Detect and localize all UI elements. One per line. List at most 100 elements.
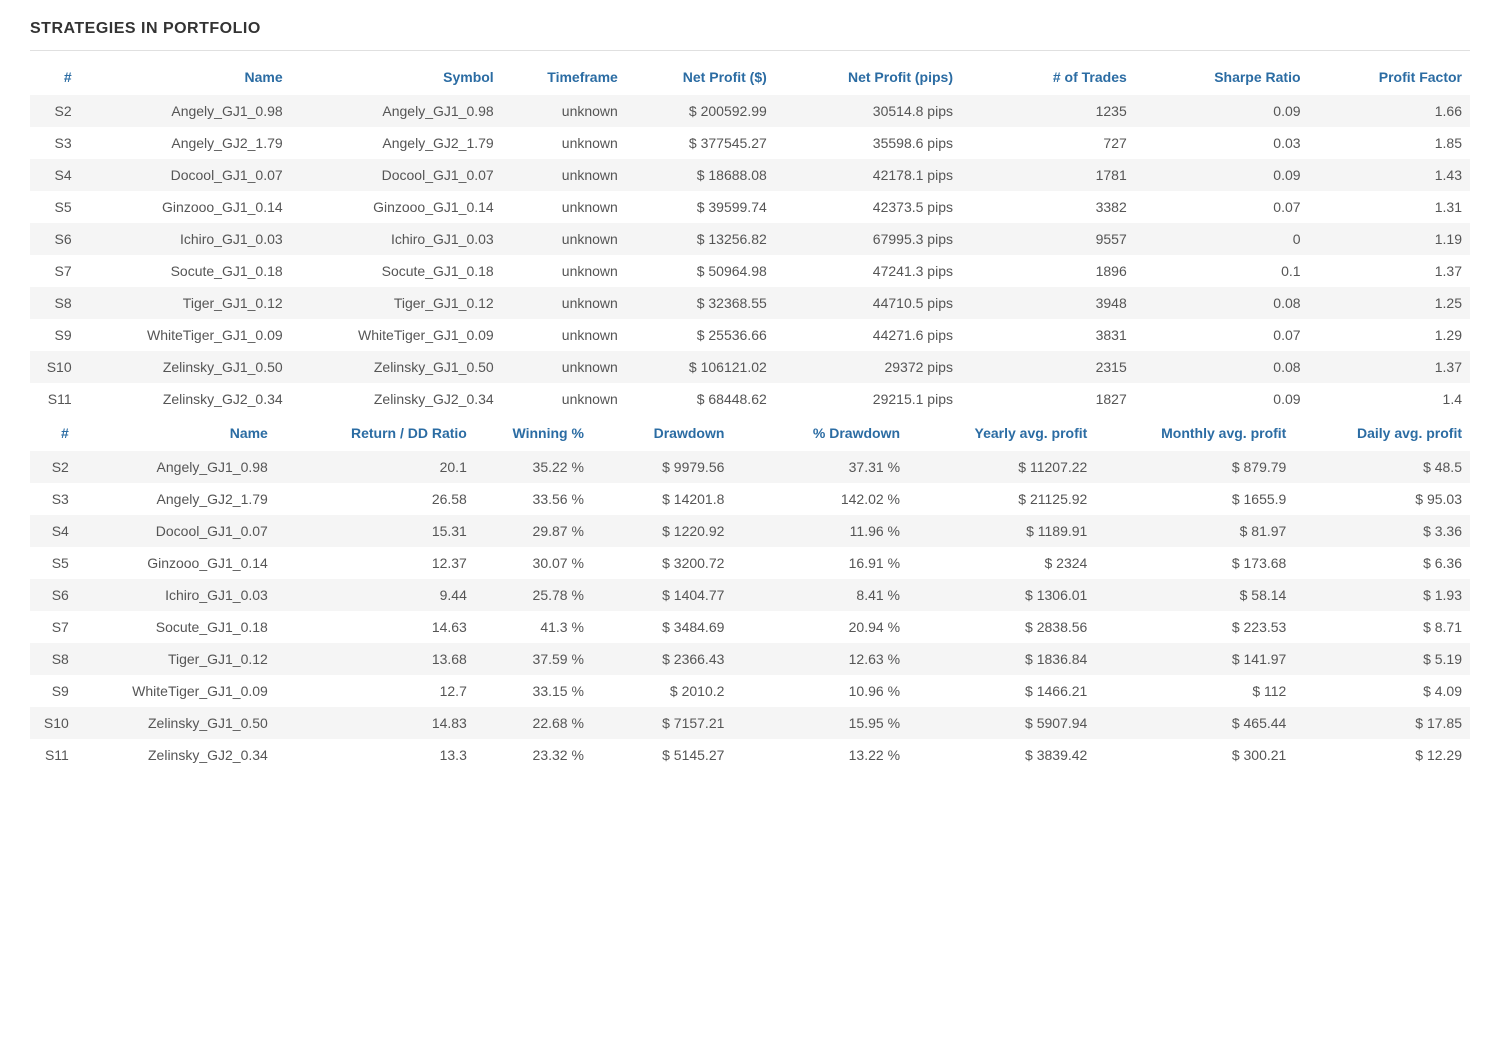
cell-winning: 33.15 % <box>475 675 592 707</box>
cell-yearly: $ 2324 <box>908 547 1095 579</box>
cell-name: Ginzooo_GJ1_0.14 <box>80 191 291 223</box>
cell-profit_factor: 1.31 <box>1309 191 1470 223</box>
col-header-net-profit-pips[interactable]: Net Profit (pips) <box>775 59 961 95</box>
cell-trades: 9557 <box>961 223 1135 255</box>
cell-profit_factor: 1.85 <box>1309 127 1470 159</box>
cell-monthly: $ 173.68 <box>1095 547 1294 579</box>
cell-return_dd: 13.3 <box>276 739 475 771</box>
cell-name: Tiger_GJ1_0.12 <box>77 643 276 675</box>
cell-winning: 23.32 % <box>475 739 592 771</box>
cell-winning: 33.56 % <box>475 483 592 515</box>
cell-monthly: $ 300.21 <box>1095 739 1294 771</box>
cell-net_profit_pips: 29215.1 pips <box>775 383 961 415</box>
cell-profit_factor: 1.19 <box>1309 223 1470 255</box>
cell-monthly: $ 1655.9 <box>1095 483 1294 515</box>
cell-net_profit_pips: 29372 pips <box>775 351 961 383</box>
col-header-idx[interactable]: # <box>30 59 80 95</box>
cell-monthly: $ 141.97 <box>1095 643 1294 675</box>
table-row: S6Ichiro_GJ1_0.03Ichiro_GJ1_0.03unknown$… <box>30 223 1470 255</box>
cell-idx: S3 <box>30 127 80 159</box>
cell-profit_factor: 1.29 <box>1309 319 1470 351</box>
cell-symbol: Zelinsky_GJ2_0.34 <box>291 383 502 415</box>
cell-yearly: $ 3839.42 <box>908 739 1095 771</box>
cell-net_profit_usd: $ 106121.02 <box>626 351 775 383</box>
col-header-daily[interactable]: Daily avg. profit <box>1294 415 1470 451</box>
col-header-net-profit-usd[interactable]: Net Profit ($) <box>626 59 775 95</box>
cell-idx: S4 <box>30 515 77 547</box>
cell-trades: 1896 <box>961 255 1135 287</box>
cell-idx: S2 <box>30 451 77 483</box>
cell-timeframe: unknown <box>502 383 626 415</box>
cell-profit_factor: 1.37 <box>1309 351 1470 383</box>
cell-name: Tiger_GJ1_0.12 <box>80 287 291 319</box>
table-row: S11Zelinsky_GJ2_0.34Zelinsky_GJ2_0.34unk… <box>30 383 1470 415</box>
cell-idx: S8 <box>30 287 80 319</box>
cell-name: Ichiro_GJ1_0.03 <box>77 579 276 611</box>
cell-daily: $ 6.36 <box>1294 547 1470 579</box>
cell-sharpe: 0.08 <box>1135 287 1309 319</box>
col-header-pct-drawdown[interactable]: % Drawdown <box>732 415 908 451</box>
strategies-table-1: # Name Symbol Timeframe Net Profit ($) N… <box>30 59 1470 415</box>
cell-drawdown: $ 7157.21 <box>592 707 732 739</box>
cell-symbol: Angely_GJ2_1.79 <box>291 127 502 159</box>
col-header-idx[interactable]: # <box>30 415 77 451</box>
col-header-timeframe[interactable]: Timeframe <box>502 59 626 95</box>
cell-name: Docool_GJ1_0.07 <box>80 159 291 191</box>
cell-winning: 29.87 % <box>475 515 592 547</box>
cell-profit_factor: 1.43 <box>1309 159 1470 191</box>
col-header-monthly[interactable]: Monthly avg. profit <box>1095 415 1294 451</box>
cell-net_profit_usd: $ 18688.08 <box>626 159 775 191</box>
cell-net_profit_usd: $ 68448.62 <box>626 383 775 415</box>
cell-idx: S9 <box>30 675 77 707</box>
cell-pct_drawdown: 16.91 % <box>732 547 908 579</box>
cell-trades: 1827 <box>961 383 1135 415</box>
cell-sharpe: 0.09 <box>1135 95 1309 127</box>
cell-sharpe: 0.08 <box>1135 351 1309 383</box>
table-row: S6Ichiro_GJ1_0.039.4425.78 %$ 1404.778.4… <box>30 579 1470 611</box>
cell-daily: $ 48.5 <box>1294 451 1470 483</box>
col-header-name[interactable]: Name <box>77 415 276 451</box>
cell-net_profit_pips: 47241.3 pips <box>775 255 961 287</box>
cell-return_dd: 26.58 <box>276 483 475 515</box>
col-header-yearly[interactable]: Yearly avg. profit <box>908 415 1095 451</box>
cell-timeframe: unknown <box>502 223 626 255</box>
cell-timeframe: unknown <box>502 319 626 351</box>
cell-daily: $ 95.03 <box>1294 483 1470 515</box>
cell-name: Angely_GJ2_1.79 <box>77 483 276 515</box>
cell-idx: S7 <box>30 611 77 643</box>
cell-pct_drawdown: 37.31 % <box>732 451 908 483</box>
table-row: S3Angely_GJ2_1.7926.5833.56 %$ 14201.814… <box>30 483 1470 515</box>
cell-return_dd: 12.7 <box>276 675 475 707</box>
col-header-return-dd[interactable]: Return / DD Ratio <box>276 415 475 451</box>
cell-idx: S7 <box>30 255 80 287</box>
cell-name: Socute_GJ1_0.18 <box>77 611 276 643</box>
cell-daily: $ 17.85 <box>1294 707 1470 739</box>
cell-idx: S11 <box>30 739 77 771</box>
table-row: S2Angely_GJ1_0.98Angely_GJ1_0.98unknown$… <box>30 95 1470 127</box>
cell-pct_drawdown: 15.95 % <box>732 707 908 739</box>
cell-timeframe: unknown <box>502 191 626 223</box>
col-header-sharpe[interactable]: Sharpe Ratio <box>1135 59 1309 95</box>
cell-daily: $ 8.71 <box>1294 611 1470 643</box>
cell-monthly: $ 879.79 <box>1095 451 1294 483</box>
table-row: S4Docool_GJ1_0.07Docool_GJ1_0.07unknown$… <box>30 159 1470 191</box>
cell-pct_drawdown: 142.02 % <box>732 483 908 515</box>
col-header-winning[interactable]: Winning % <box>475 415 592 451</box>
col-header-symbol[interactable]: Symbol <box>291 59 502 95</box>
col-header-trades[interactable]: # of Trades <box>961 59 1135 95</box>
col-header-name[interactable]: Name <box>80 59 291 95</box>
col-header-profit-factor[interactable]: Profit Factor <box>1309 59 1470 95</box>
cell-drawdown: $ 9979.56 <box>592 451 732 483</box>
cell-winning: 35.22 % <box>475 451 592 483</box>
cell-return_dd: 12.37 <box>276 547 475 579</box>
cell-idx: S5 <box>30 547 77 579</box>
cell-profit_factor: 1.25 <box>1309 287 1470 319</box>
cell-idx: S6 <box>30 223 80 255</box>
cell-pct_drawdown: 8.41 % <box>732 579 908 611</box>
col-header-drawdown[interactable]: Drawdown <box>592 415 732 451</box>
cell-winning: 25.78 % <box>475 579 592 611</box>
cell-sharpe: 0.07 <box>1135 319 1309 351</box>
cell-net_profit_pips: 67995.3 pips <box>775 223 961 255</box>
cell-name: Socute_GJ1_0.18 <box>80 255 291 287</box>
cell-sharpe: 0.1 <box>1135 255 1309 287</box>
